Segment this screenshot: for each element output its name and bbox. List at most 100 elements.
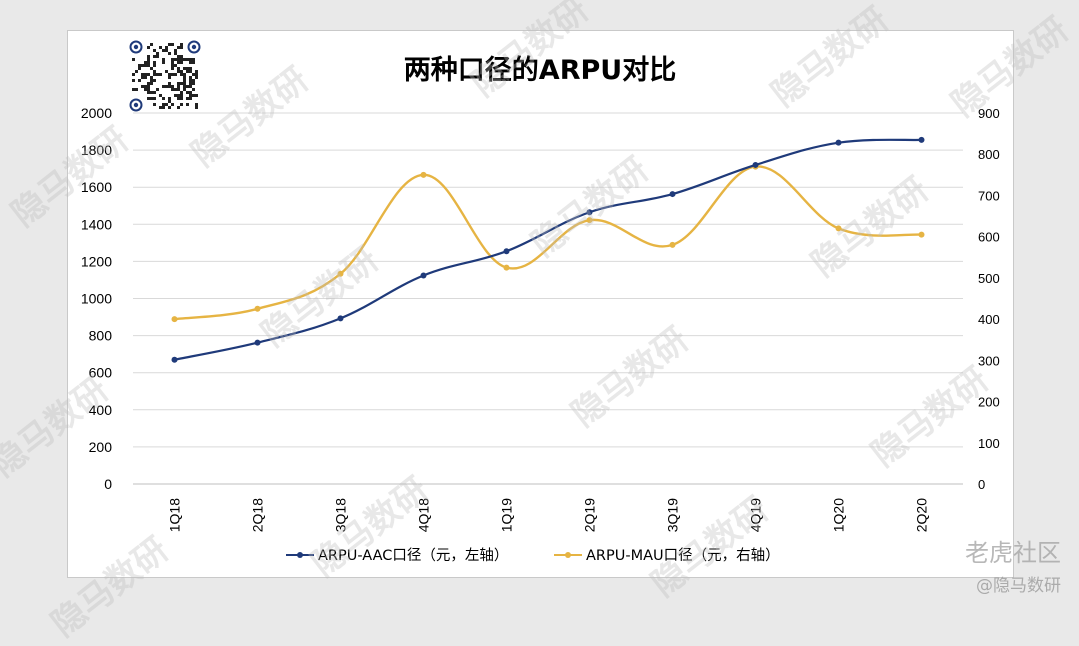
qr-module xyxy=(174,58,177,61)
x-axis-tick-label: 1Q18 xyxy=(167,498,183,532)
qr-module xyxy=(153,73,156,76)
qr-module xyxy=(144,61,147,64)
qr-module xyxy=(189,70,192,73)
qr-module xyxy=(192,82,195,85)
qr-module xyxy=(192,73,195,76)
qr-module xyxy=(192,88,195,91)
qr-module xyxy=(165,85,168,88)
qr-module xyxy=(147,61,150,64)
qr-module xyxy=(138,64,141,67)
qr-module xyxy=(165,103,168,106)
qr-module xyxy=(177,88,180,91)
qr-module xyxy=(147,55,150,58)
x-axis-tick-label: 2Q20 xyxy=(914,498,930,532)
qr-module xyxy=(183,88,186,91)
chart-title: 两种口径的ARPU对比 xyxy=(404,54,676,86)
left-axis-tick-label: 0 xyxy=(104,476,112,492)
qr-module xyxy=(195,103,198,106)
qr-module xyxy=(147,85,150,88)
qr-module xyxy=(174,88,177,91)
legend-marker xyxy=(565,552,571,558)
qr-module xyxy=(165,46,168,49)
mau-data-point xyxy=(918,231,925,238)
qr-module xyxy=(177,58,180,61)
qr-code-icon xyxy=(129,40,201,112)
aac-data-point xyxy=(171,356,178,363)
qr-module xyxy=(195,76,198,79)
left-axis-tick-label: 400 xyxy=(89,402,113,418)
qr-module xyxy=(189,58,192,61)
aac-data-point xyxy=(835,139,842,146)
aac-data-point xyxy=(918,136,925,143)
qr-module xyxy=(147,91,150,94)
qr-module xyxy=(195,70,198,73)
left-axis-tick-label: 1400 xyxy=(81,216,112,232)
left-axis-ticks: 0 200 400 600 800 1000 1200 1400 1600 1800 2000 xyxy=(81,105,112,492)
qr-module xyxy=(132,58,135,61)
mau-data-point xyxy=(420,171,427,178)
qr-module xyxy=(183,79,186,82)
x-axis-tick-label: 2Q19 xyxy=(582,498,598,532)
qr-module xyxy=(171,43,174,46)
qr-module xyxy=(150,91,153,94)
qr-module xyxy=(177,61,180,64)
left-axis-tick-label: 1200 xyxy=(81,253,112,269)
left-axis-tick-label: 2000 xyxy=(81,105,112,121)
left-axis-tick-label: 1800 xyxy=(81,142,112,158)
qr-module xyxy=(156,88,159,91)
qr-module xyxy=(165,70,168,73)
qr-module xyxy=(153,79,156,82)
qr-module xyxy=(177,97,180,100)
qr-module xyxy=(168,97,171,100)
qr-module xyxy=(162,58,165,61)
aac-series-line xyxy=(174,138,922,361)
qr-module xyxy=(189,76,192,79)
x-axis-tick-label: 1Q19 xyxy=(499,498,515,532)
qr-module xyxy=(168,73,171,76)
qr-module xyxy=(168,43,171,46)
qr-module xyxy=(180,97,183,100)
qr-module xyxy=(153,91,156,94)
qr-module xyxy=(189,67,192,70)
qr-module xyxy=(153,49,156,52)
x-axis-tick-label: 2Q18 xyxy=(250,498,266,532)
qr-module xyxy=(147,97,150,100)
x-axis-ticks: 1Q18 2Q18 3Q18 4Q18 1Q19 2Q19 3Q19 4Q19 1Q20 2Q20 xyxy=(167,498,930,532)
qr-module xyxy=(183,73,186,76)
qr-module xyxy=(189,85,192,88)
qr-module xyxy=(180,43,183,46)
qr-module xyxy=(183,82,186,85)
aac-data-point xyxy=(752,161,759,168)
qr-module xyxy=(141,76,144,79)
qr-module xyxy=(153,103,156,106)
qr-module xyxy=(168,76,171,79)
x-axis-tick-label: 3Q19 xyxy=(665,498,681,532)
qr-module xyxy=(141,85,144,88)
qr-module xyxy=(144,85,147,88)
qr-module xyxy=(150,76,153,79)
qr-module xyxy=(156,52,159,55)
mau-data-point xyxy=(503,264,510,271)
qr-module xyxy=(180,103,183,106)
qr-module xyxy=(144,76,147,79)
series-layer xyxy=(171,136,925,363)
qr-module xyxy=(174,73,177,76)
qr-module xyxy=(162,97,165,100)
qr-module xyxy=(177,55,180,58)
qr-module xyxy=(162,49,165,52)
qr-module xyxy=(168,52,171,55)
qr-module xyxy=(153,64,156,67)
qr-module xyxy=(189,97,192,100)
qr-module xyxy=(183,67,186,70)
qr-module xyxy=(192,94,195,97)
qr-module xyxy=(162,85,165,88)
aac-data-point xyxy=(669,191,676,198)
qr-module xyxy=(177,94,180,97)
qr-finder-dot xyxy=(133,44,139,50)
qr-module xyxy=(177,85,180,88)
x-axis-tick-label: 4Q18 xyxy=(416,498,432,532)
x-axis-tick-label: 4Q19 xyxy=(748,498,764,532)
qr-module xyxy=(180,91,183,94)
qr-module xyxy=(186,58,189,61)
qr-module xyxy=(153,61,156,64)
